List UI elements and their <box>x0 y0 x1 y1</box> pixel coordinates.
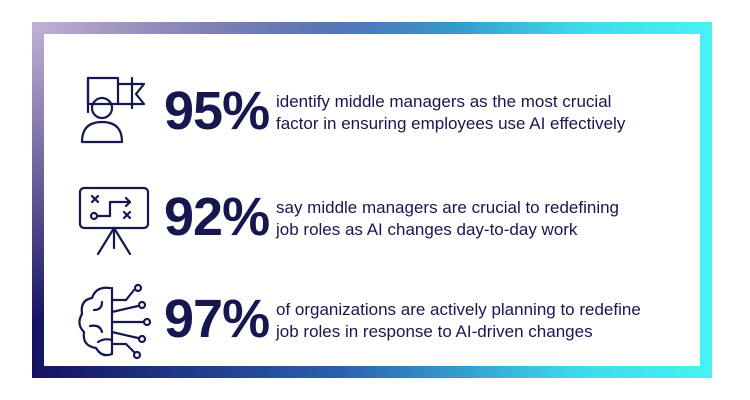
description-line: identify middle managers as the most cru… <box>276 92 612 111</box>
stat-percentage: 95% <box>164 81 270 141</box>
stat-percentage: 97% <box>164 289 270 349</box>
stat-description: of organizations are actively planning t… <box>276 299 641 343</box>
manager-flag-icon <box>80 76 146 144</box>
content-panel: 95% identify middle managers as the most … <box>44 34 700 366</box>
stat-description: say middle managers are crucial to redef… <box>276 197 619 241</box>
stat-row: 95% identify middle managers as the most … <box>44 67 700 157</box>
description-line: job roles as AI changes day-to-day work <box>276 220 578 239</box>
description-line: of organizations are actively planning t… <box>276 300 641 319</box>
stat-description: identify middle managers as the most cru… <box>276 91 625 135</box>
strategy-board-icon <box>78 186 150 256</box>
stat-percentage: 92% <box>164 187 270 247</box>
description-line: job roles in response to AI-driven chang… <box>276 322 593 341</box>
description-line: say middle managers are crucial to redef… <box>276 198 620 217</box>
stat-row: 92% say middle managers are crucial to re… <box>44 173 700 263</box>
description-line: factor in ensuring employees use AI effe… <box>276 114 626 133</box>
ai-brain-icon <box>78 283 152 360</box>
stat-row: 97% of organizations are actively plannin… <box>44 275 700 365</box>
gradient-frame: 95% identify middle managers as the most … <box>32 22 712 378</box>
